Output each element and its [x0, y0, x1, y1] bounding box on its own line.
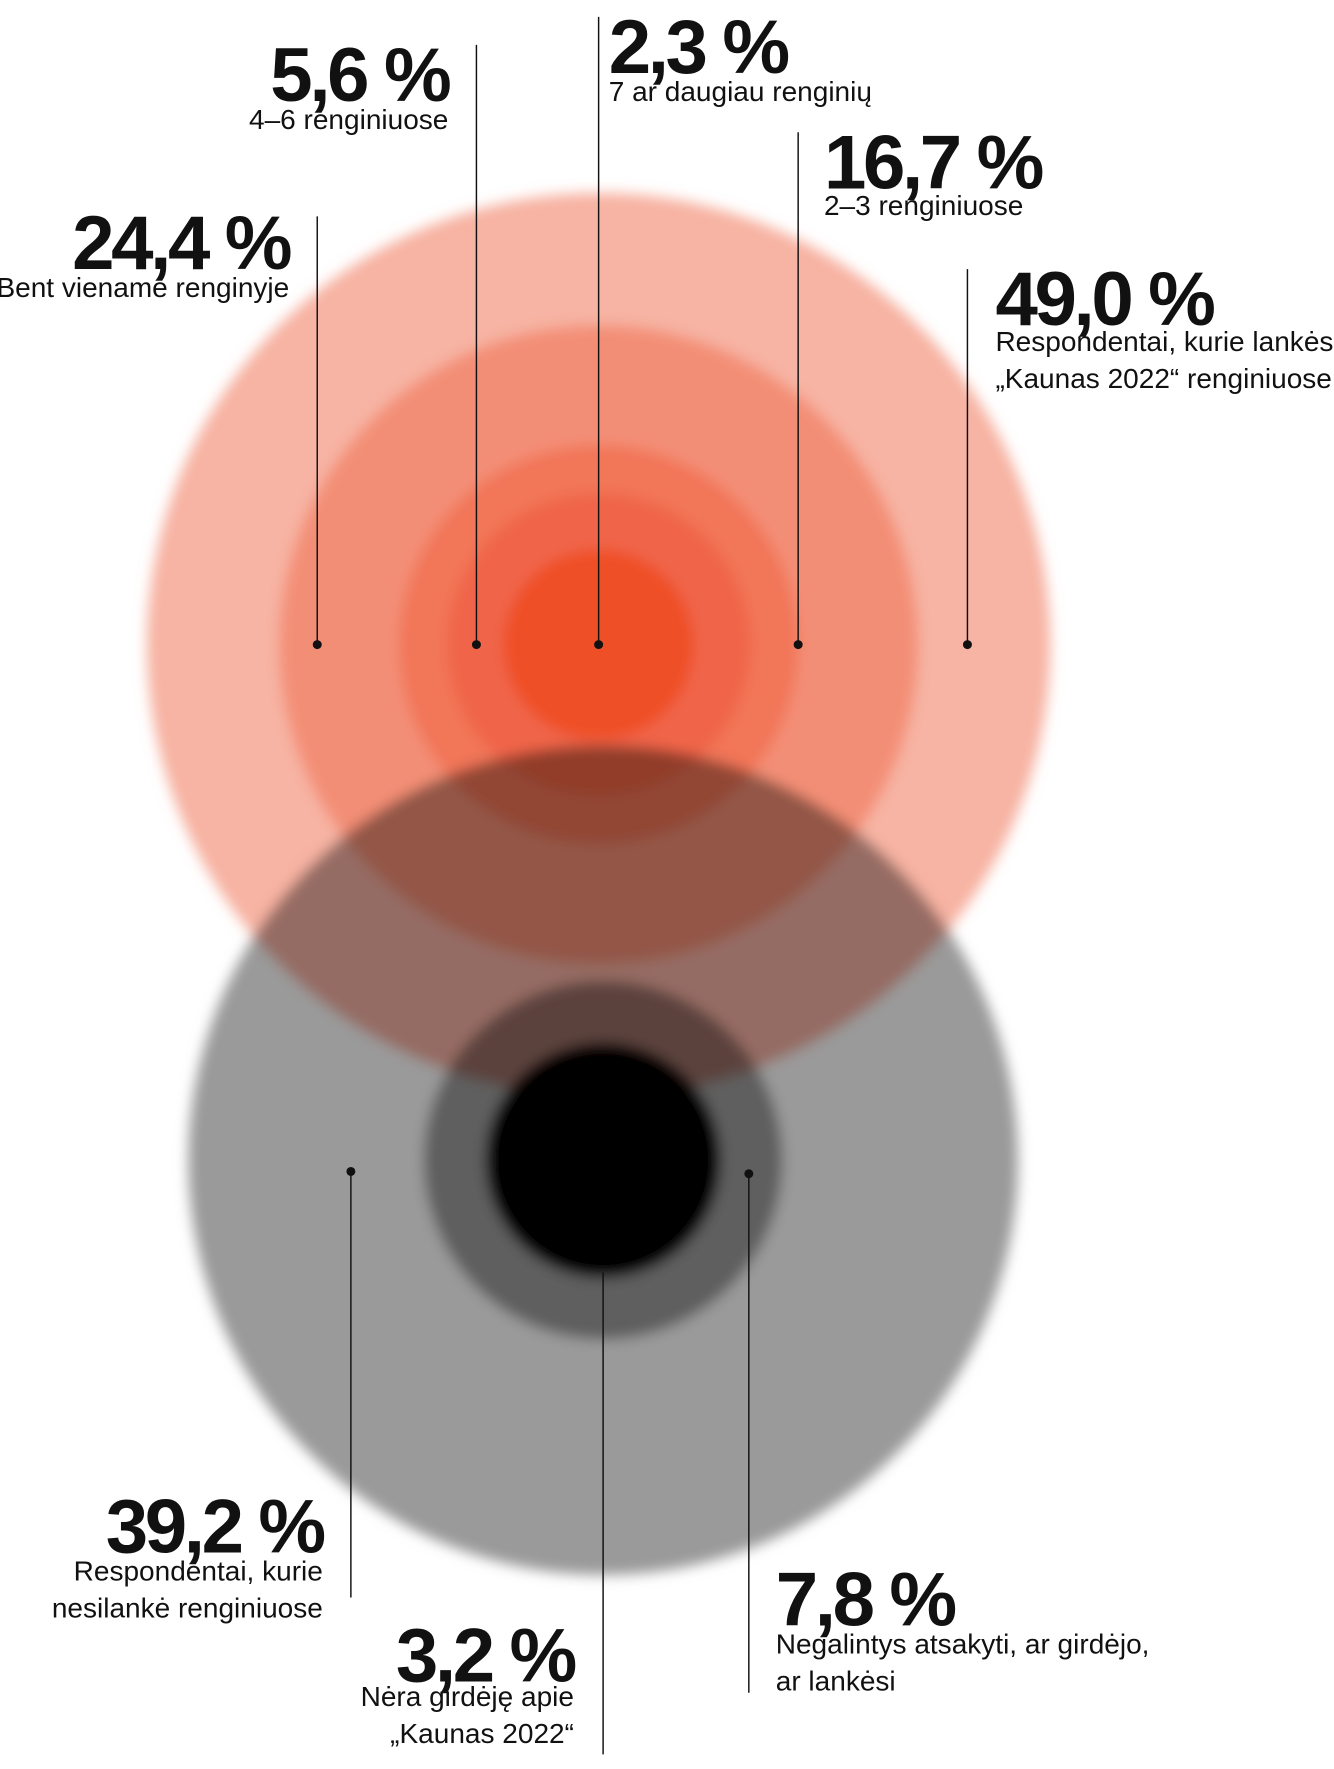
caption: „Kaunas 2022“: [390, 1718, 574, 1749]
caption: Negalintys atsakyti, ar girdėjo,: [776, 1629, 1150, 1660]
caption: 2–3 renginiuose: [824, 190, 1023, 221]
leader-dot: [472, 640, 481, 649]
caption: 7 ar daugiau renginių: [609, 76, 872, 107]
leader-dot: [744, 1169, 753, 1178]
caption: nesilankė renginiuose: [52, 1593, 323, 1624]
leader-dot: [963, 640, 972, 649]
leader-dot: [794, 640, 803, 649]
caption: ar lankėsi: [776, 1666, 896, 1697]
leader-dot: [313, 640, 322, 649]
caption: „Kaunas 2022“ renginiuose: [995, 363, 1331, 394]
infographic: 24,4 %Bent viename renginyje5,6 %4–6 ren…: [0, 0, 1334, 1769]
caption: Bent viename renginyje: [0, 272, 289, 303]
leader-dot: [346, 1167, 355, 1176]
caption: Respondentai, kurie lankėsi: [995, 326, 1334, 357]
caption: 4–6 renginiuose: [249, 104, 448, 135]
leader-dot: [594, 640, 603, 649]
caption: Nėra girdėję apie: [361, 1681, 574, 1712]
page: 24,4 %Bent viename renginyje5,6 %4–6 ren…: [0, 0, 1334, 1769]
caption: Respondentai, kurie: [74, 1556, 323, 1587]
